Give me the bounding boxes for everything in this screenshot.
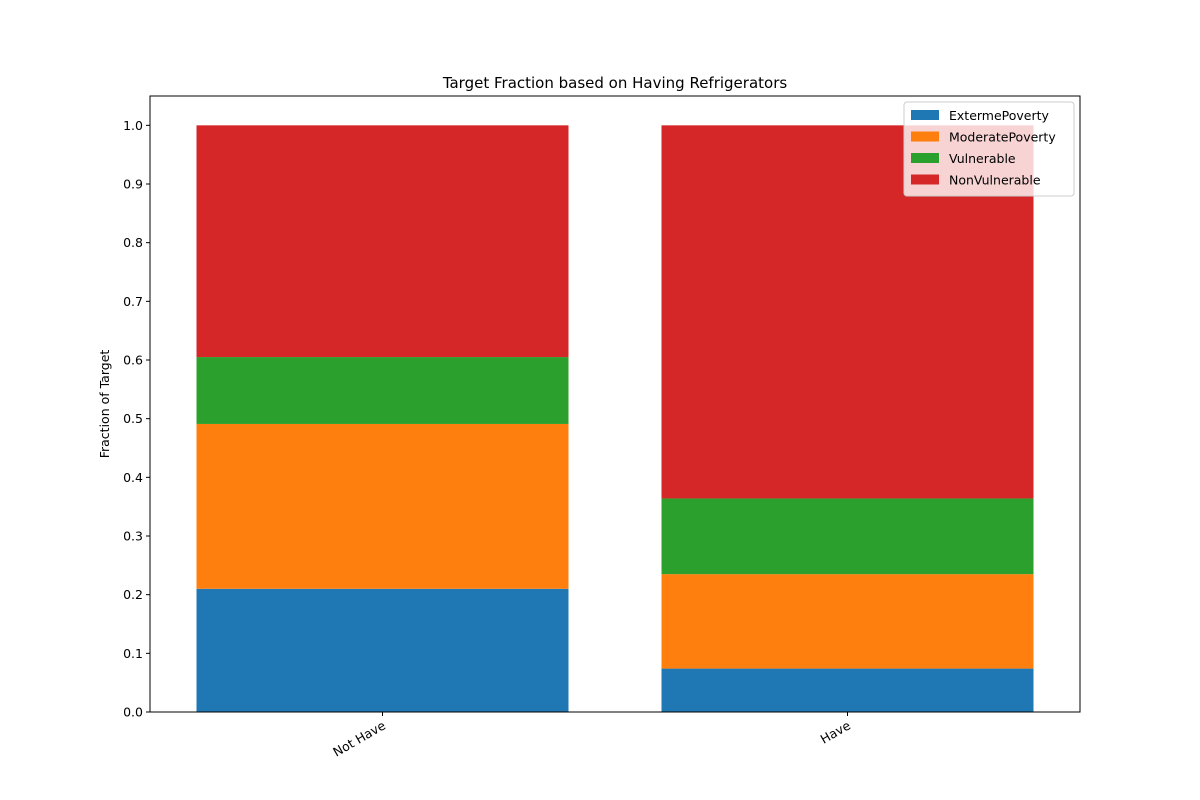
legend-swatch [911, 153, 939, 163]
bar-segment-extermepoverty-have [661, 668, 1034, 712]
legend-swatch [911, 131, 939, 142]
y-tick-label: 0.1 [123, 646, 143, 661]
y-tick-label: 0.9 [123, 177, 143, 192]
y-tick-label: 0.5 [123, 411, 143, 426]
legend-swatch [911, 174, 939, 185]
bar-segment-moderatepoverty-have [661, 574, 1034, 669]
bar-segment-nonvulnerable-not-have [196, 125, 569, 358]
y-tick-label: 0.7 [123, 294, 143, 309]
bar-segment-moderatepoverty-not-have [196, 423, 569, 589]
y-tick-label: 0.2 [123, 587, 143, 602]
legend: ExtermePoverty ModeratePoverty Vulnerable N… [903, 101, 1075, 197]
y-tick-label: 0.0 [123, 705, 143, 720]
legend-label: Vulnerable [949, 151, 1016, 166]
y-tick-label: 0.8 [123, 235, 143, 250]
bar-segment-vulnerable-have [661, 498, 1034, 575]
y-axis: 0.0 0.1 0.2 0.3 0.4 0.5 0.6 0.7 0.8 0.9 1.0 [123, 118, 150, 720]
y-tick-label: 0.6 [123, 353, 143, 368]
chart-title: Target Fraction based on Having Refriger… [442, 74, 788, 92]
y-tick-label: 0.4 [123, 470, 143, 485]
legend-swatch [911, 110, 939, 120]
x-tick-label: Have [818, 717, 854, 746]
y-tick-label: 0.3 [123, 529, 143, 544]
x-axis: Not Have Have [330, 712, 853, 760]
bars-group [196, 125, 1034, 712]
legend-box [903, 101, 1075, 197]
legend-label: ModeratePoverty [949, 130, 1056, 145]
plot-frame [149, 95, 1081, 713]
bar-segment-extermepoverty-not-have [196, 588, 569, 712]
y-tick-label: 1.0 [123, 118, 143, 133]
x-tick-label: Not Have [330, 717, 388, 759]
legend-label: NonVulnerable [949, 173, 1041, 188]
bar-segment-vulnerable-not-have [196, 357, 569, 424]
legend-label: ExtermePoverty [949, 108, 1050, 123]
y-axis-label: Fraction of Target [97, 350, 112, 459]
